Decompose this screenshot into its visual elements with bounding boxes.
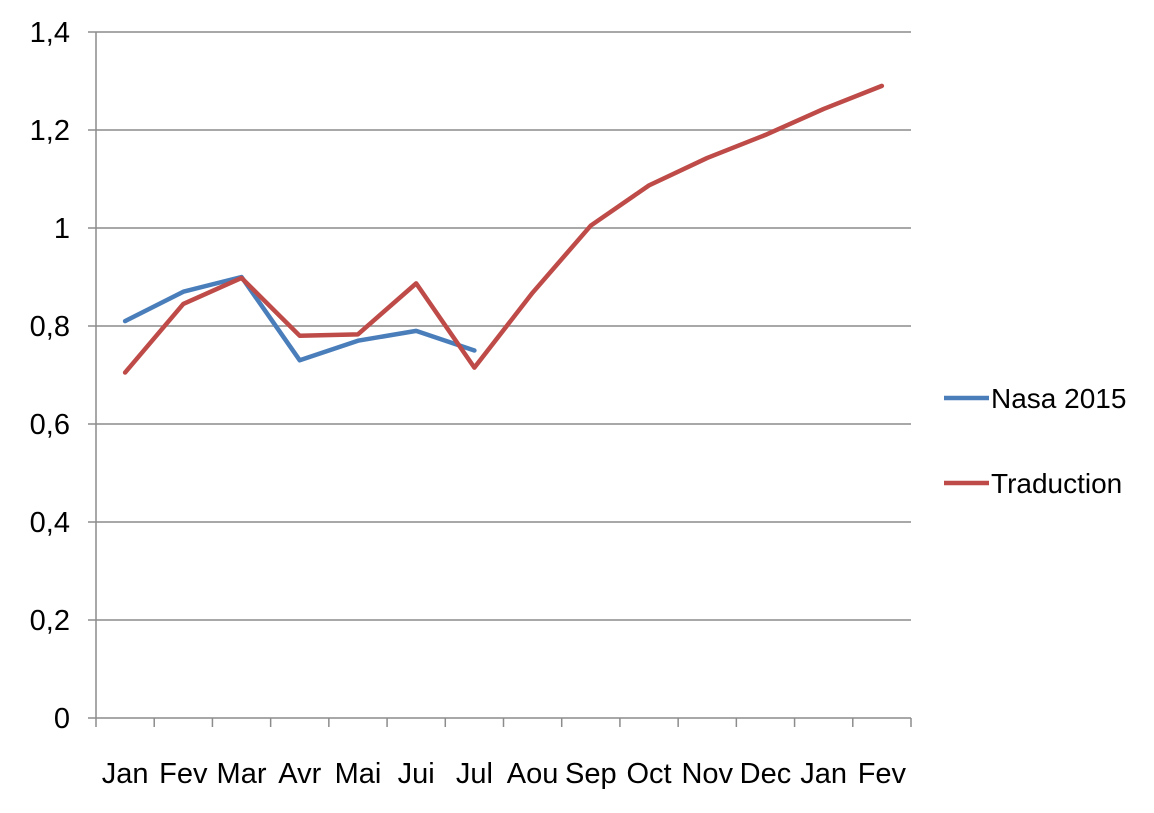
series-line-2 bbox=[122, 83, 885, 375]
y-axis-tick-labels: 0 0,2 0,4 0,6 0,8 1 1,2 1,4 bbox=[30, 17, 70, 735]
series-lines bbox=[122, 83, 885, 375]
x-tick-label: Sep bbox=[565, 758, 617, 790]
x-tick-label: Jan bbox=[102, 758, 149, 790]
legend: Nasa 2015 Traduction bbox=[944, 383, 1126, 499]
x-axis-tick-labels: Jan Fev Mar Avr Mai Jui Jul Aou Sep Oct Nov Dec Jan F… bbox=[102, 758, 907, 790]
series-line-1 bbox=[122, 274, 477, 363]
x-tick-label: Fev bbox=[159, 758, 208, 790]
x-tick-label: Oct bbox=[626, 758, 671, 790]
y-tick-label: 1,2 bbox=[30, 115, 70, 147]
x-tick-label: Dec bbox=[740, 758, 792, 790]
y-tick-label: 0,2 bbox=[30, 605, 70, 637]
x-tick-label: Avr bbox=[278, 758, 321, 790]
y-tick-label: 0 bbox=[54, 703, 70, 735]
legend-label: Traduction bbox=[991, 468, 1122, 499]
x-tick-label: Jul bbox=[456, 758, 493, 790]
x-tick-label: Jui bbox=[398, 758, 435, 790]
gridlines bbox=[96, 31, 911, 621]
y-tick-label: 1 bbox=[54, 213, 70, 245]
x-tick-label: Aou bbox=[507, 758, 559, 790]
y-tick-label: 0,4 bbox=[30, 507, 70, 539]
x-tick-label: Mai bbox=[335, 758, 382, 790]
x-tick-label: Fev bbox=[858, 758, 907, 790]
y-tick-label: 1,4 bbox=[30, 17, 70, 49]
axes bbox=[88, 31, 912, 727]
legend-label: Nasa 2015 bbox=[991, 383, 1126, 414]
x-tick-label: Mar bbox=[217, 758, 267, 790]
x-tick-label: Jan bbox=[800, 758, 847, 790]
y-tick-label: 0,6 bbox=[30, 409, 70, 441]
x-tick-label: Nov bbox=[681, 758, 733, 790]
y-tick-label: 0,8 bbox=[30, 311, 70, 343]
